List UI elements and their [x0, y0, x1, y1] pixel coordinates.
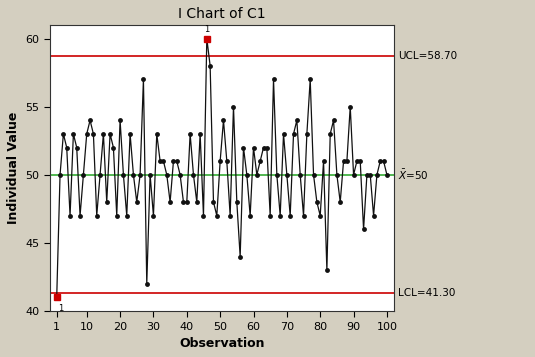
- Title: I Chart of C1: I Chart of C1: [178, 7, 266, 21]
- Text: $\bar{X}$=50: $\bar{X}$=50: [398, 168, 429, 182]
- Text: UCL=58.70: UCL=58.70: [398, 51, 457, 61]
- Y-axis label: Individual Value: Individual Value: [7, 112, 20, 224]
- X-axis label: Observation: Observation: [179, 337, 265, 350]
- Text: 1: 1: [204, 25, 209, 34]
- Text: 1: 1: [58, 304, 63, 313]
- Text: LCL=41.30: LCL=41.30: [398, 288, 455, 298]
